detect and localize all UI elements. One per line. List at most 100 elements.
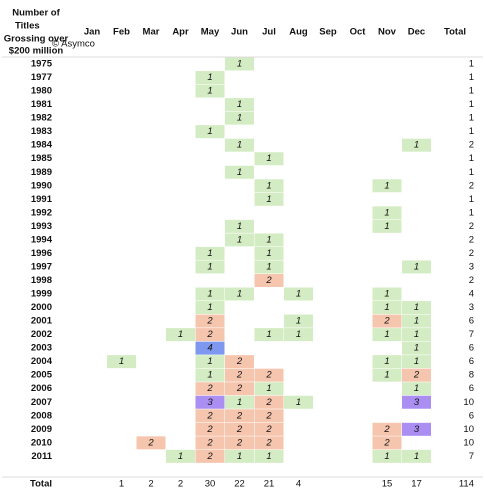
cell xyxy=(372,314,402,328)
cell xyxy=(372,287,402,301)
cell xyxy=(225,138,254,152)
row-label: 1994 xyxy=(31,234,53,245)
cell xyxy=(284,287,313,301)
cell-value: 2 xyxy=(265,370,272,381)
cell xyxy=(195,84,225,98)
title-line: Number of xyxy=(12,8,60,19)
cell-value: 2 xyxy=(206,424,213,435)
cell xyxy=(372,179,402,193)
cell-value: 1 xyxy=(207,261,212,272)
cell xyxy=(254,409,284,423)
cell xyxy=(195,395,225,409)
cell xyxy=(225,233,254,247)
row-total: 114 xyxy=(459,479,474,490)
row-total: 1 xyxy=(469,194,474,205)
title-line: Titles xyxy=(15,21,40,32)
cell xyxy=(195,436,225,450)
cell-value: 2 xyxy=(206,410,213,421)
cell-value: 1 xyxy=(237,221,242,232)
cell-value: 1 xyxy=(414,356,419,367)
cell xyxy=(195,260,225,274)
credit: © Asymco xyxy=(52,39,95,50)
cell-value: 1 xyxy=(266,153,271,164)
cell xyxy=(195,301,225,315)
cell xyxy=(225,436,254,450)
cell xyxy=(372,355,402,369)
cell-value: 1 xyxy=(237,289,242,300)
cell xyxy=(225,165,254,179)
cell-value: 3 xyxy=(414,424,420,435)
cell-value: 1 xyxy=(178,451,183,462)
cell xyxy=(372,206,402,220)
cell-value: 1 xyxy=(384,207,389,218)
cell xyxy=(225,382,254,396)
cell xyxy=(402,449,431,463)
cell-value: 1 xyxy=(207,356,212,367)
cell xyxy=(402,138,431,152)
column-header: Mar xyxy=(143,27,160,38)
row-label: 1990 xyxy=(31,180,52,191)
row-label: 1977 xyxy=(31,72,52,83)
row-label: 1996 xyxy=(31,248,52,259)
cell xyxy=(195,125,225,139)
row-label: 2007 xyxy=(31,397,52,408)
cell xyxy=(195,449,225,463)
cell-value: 2 xyxy=(236,383,243,394)
cell xyxy=(254,233,284,247)
cell xyxy=(402,301,431,315)
cell-value: 1 xyxy=(237,234,242,245)
cell xyxy=(254,273,284,287)
cell xyxy=(372,449,402,463)
cell-value: 2 xyxy=(236,424,243,435)
cell-value: 1 xyxy=(237,451,242,462)
cell-value: 3 xyxy=(207,397,213,408)
column-header: Jul xyxy=(262,27,276,38)
column-header: Nov xyxy=(378,27,397,38)
cell xyxy=(372,301,402,315)
cell xyxy=(225,368,254,382)
cell xyxy=(254,449,284,463)
cell xyxy=(402,368,431,382)
row-label: 1982 xyxy=(31,113,52,124)
cell xyxy=(225,219,254,233)
cell-value: 2 xyxy=(236,356,243,367)
cell-value: 1 xyxy=(266,383,271,394)
cell xyxy=(195,328,225,342)
cell-value: 2 xyxy=(236,437,243,448)
column-total: 17 xyxy=(411,479,422,490)
row-label: 1997 xyxy=(31,261,52,272)
row-total: 10 xyxy=(463,397,474,408)
row-total: 2 xyxy=(469,234,474,245)
cell xyxy=(402,341,431,355)
cell xyxy=(372,422,402,436)
row-total: 1 xyxy=(469,207,474,218)
row-total: 6 xyxy=(469,383,474,394)
row-total: 1 xyxy=(469,99,474,110)
row-total: 7 xyxy=(469,329,474,340)
cell-value: 1 xyxy=(414,451,419,462)
cell-value: 1 xyxy=(237,99,242,110)
row-label: 1993 xyxy=(31,221,52,232)
column-total: 2 xyxy=(178,479,183,490)
cell xyxy=(225,57,254,71)
cell xyxy=(225,449,254,463)
row-total: 7 xyxy=(469,451,474,462)
cell-value: 1 xyxy=(384,370,389,381)
cell xyxy=(254,246,284,260)
cell xyxy=(166,449,195,463)
column-total: 30 xyxy=(205,479,216,490)
column-header: Apr xyxy=(172,27,189,38)
cell xyxy=(402,328,431,342)
row-total: 2 xyxy=(469,248,474,259)
row-label: 2005 xyxy=(31,370,53,381)
row-label: 1975 xyxy=(31,59,53,70)
cell-value: 1 xyxy=(414,316,419,327)
cell-value: 1 xyxy=(266,234,271,245)
column-header: May xyxy=(201,27,220,38)
row-total: 2 xyxy=(469,180,474,191)
row-label: 2011 xyxy=(31,451,52,462)
row-label: 2000 xyxy=(31,302,52,313)
cell-value: 2 xyxy=(206,316,213,327)
row-label: 1980 xyxy=(31,86,52,97)
cell-value: 1 xyxy=(414,329,419,340)
